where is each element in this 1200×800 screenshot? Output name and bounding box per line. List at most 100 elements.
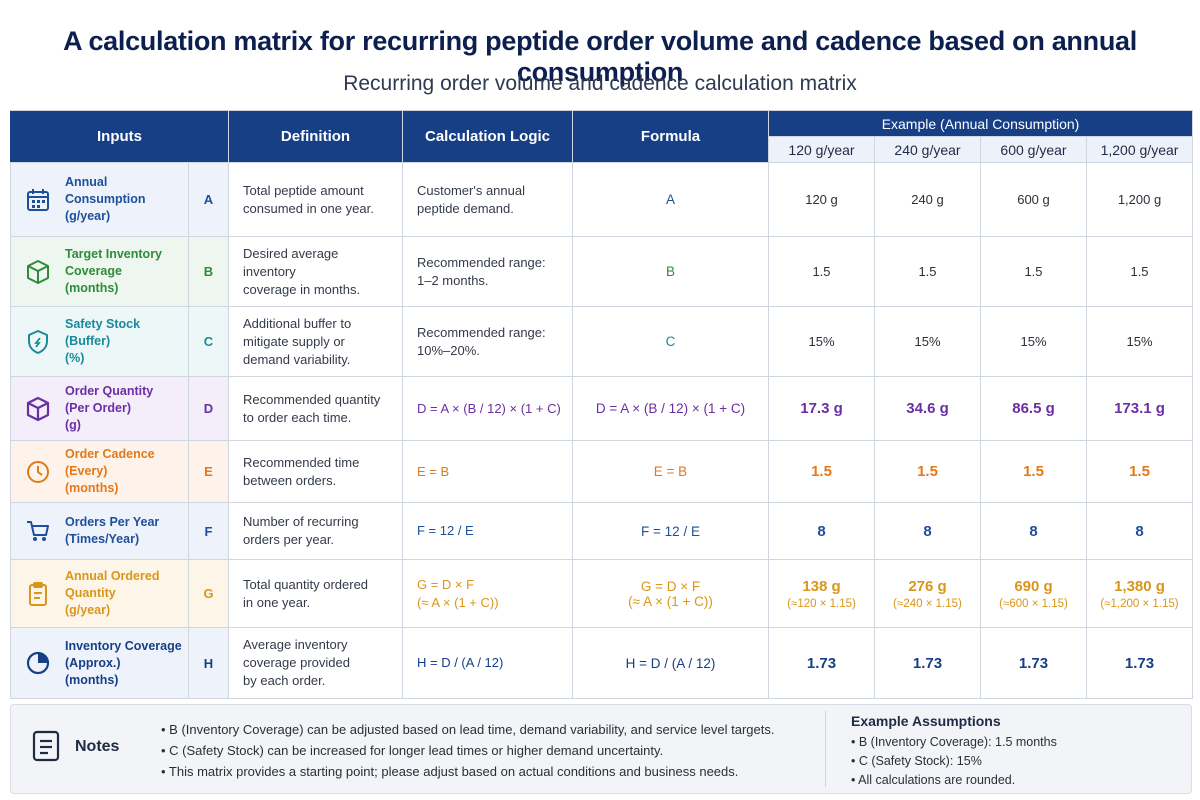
example-value: 8 xyxy=(1029,522,1038,540)
example-value-cell: 1.5 xyxy=(768,440,875,503)
example-value: 1,380 g xyxy=(1114,577,1165,595)
text-line: (≈ A × (1 + C)) xyxy=(628,593,713,609)
text-line: (g/year) xyxy=(65,209,111,223)
example-value-cell: 1.5 xyxy=(980,440,1087,503)
variable-letter: G xyxy=(188,559,229,628)
example-value: 600 g xyxy=(1017,192,1050,207)
matrix-row-f: Orders Per Year (Times/Year) F Number of re… xyxy=(10,502,1194,560)
variable-letter: A xyxy=(188,162,229,237)
example-value-cell: 138 g (≈120 × 1.15) xyxy=(768,559,875,628)
calculation-logic-cell: D = A × (B / 12) × (1 + C) xyxy=(402,376,573,441)
text-line: E = B xyxy=(653,464,688,479)
input-label: Target Inventory Coverage (months) xyxy=(65,246,162,297)
header-formula: Formula xyxy=(572,110,769,163)
input-label: Orders Per Year (Times/Year) xyxy=(65,514,159,548)
definition-cell: Total quantity ordered in one year. xyxy=(228,559,403,628)
variable-letter: H xyxy=(188,627,229,699)
calculation-logic-cell: G = D × F (≈ A × (1 + C)) xyxy=(402,559,573,628)
matrix-row-a: Annual Consumption (g/year) A Total peptide … xyxy=(10,162,1194,237)
notes-panel: Notes • B (Inventory Coverage) can be ad… xyxy=(10,704,1192,794)
example-value: 8 xyxy=(923,522,932,540)
text-line: Desired average inventory xyxy=(243,245,339,279)
text-line: D = A × (B / 12) × (1 + C) xyxy=(595,401,746,416)
example-value: 138 g xyxy=(802,577,841,595)
formula-cell: C xyxy=(572,306,769,377)
text-line: between orders. xyxy=(243,472,337,488)
assumption-item: • C (Safety Stock): 15% xyxy=(851,754,982,768)
definition-cell: Desired average inventory coverage in mon… xyxy=(228,236,403,307)
text-line: Consumption xyxy=(65,192,146,206)
assumption-item: • B (Inventory Coverage): 1.5 months xyxy=(851,735,1057,749)
note-item: • This matrix provides a starting point;… xyxy=(161,764,739,779)
example-value-cell: 15% xyxy=(1085,306,1194,377)
header-year: 120 g/year xyxy=(768,136,875,163)
input-cell: Inventory Coverage (Approx.) (months) xyxy=(10,627,189,699)
text-line: E = B xyxy=(417,463,450,479)
calculation-logic-cell: E = B xyxy=(402,440,573,503)
header-year: 1,200 g/year xyxy=(1085,136,1194,163)
matrix-row-g: Annual Ordered Quantity (g/year) G Total qua… xyxy=(10,559,1194,628)
calculation-matrix-table: Inputs Definition Calculation Logic Form… xyxy=(10,110,1194,699)
text-line: C xyxy=(665,334,676,349)
text-line: H = D / (A / 12) xyxy=(625,655,716,671)
notes-icon xyxy=(31,729,61,768)
text-line: in one year. xyxy=(243,594,311,610)
example-value: 15% xyxy=(1126,334,1153,349)
text-line: coverage provided xyxy=(243,655,350,670)
text-line: (months) xyxy=(65,281,119,295)
shield-icon xyxy=(11,328,65,356)
assumption-item: • All calculations are rounded. xyxy=(851,773,1016,787)
example-value: 1.5 xyxy=(1129,463,1150,480)
text-line: Recommended range: xyxy=(417,324,546,340)
clipboard-icon xyxy=(11,580,65,608)
calculation-logic-cell: Recommended range: 1–2 months. xyxy=(402,236,573,307)
example-value-cell: 1.5 xyxy=(1085,440,1194,503)
matrix-row-d: Order Quantity (Per Order) (g) D Recommended… xyxy=(10,376,1194,441)
calculation-logic-cell: Customer's annual peptide demand. xyxy=(402,162,573,237)
text-line: (%) xyxy=(65,351,85,365)
example-value: 1.73 xyxy=(1124,654,1155,672)
variable-letter: C xyxy=(188,306,229,377)
text-line: Order Cadence xyxy=(65,447,155,461)
header-calculation-logic: Calculation Logic xyxy=(402,110,573,163)
example-value-cell: 240 g xyxy=(874,162,981,237)
matrix-row-c: Safety Stock (Buffer) (%) C Additional buffe… xyxy=(10,306,1194,377)
header-definition: Definition xyxy=(228,110,403,163)
example-value-cell: 1.73 xyxy=(980,627,1087,699)
note-item: • B (Inventory Coverage) can be adjusted… xyxy=(161,722,775,737)
cart-icon xyxy=(11,517,65,545)
text-line: G = D × F xyxy=(417,576,475,592)
text-line: Order Quantity xyxy=(65,384,154,398)
definition-cell: Number of recurring orders per year. xyxy=(228,502,403,560)
text-line: Recommended quantity xyxy=(243,391,381,407)
example-value: 240 g xyxy=(911,192,944,207)
example-value-cell: 17.3 g xyxy=(768,376,875,441)
example-value: 173.1 g xyxy=(1114,400,1165,417)
matrix-row-b: Target Inventory Coverage (months) B Desired… xyxy=(10,236,1194,307)
calculation-logic-cell: Recommended range: 10%–20%. xyxy=(402,306,573,377)
text-line: Number of recurring xyxy=(243,514,359,529)
input-cell: Annual Consumption (g/year) xyxy=(10,162,189,237)
example-value-cell: 1.5 xyxy=(768,236,875,307)
text-line: Annual Ordered xyxy=(65,569,160,583)
example-value: 15% xyxy=(1020,334,1047,349)
note-item: • C (Safety Stock) can be increased for … xyxy=(161,743,664,758)
text-line: A xyxy=(665,192,675,207)
text-line: F = 12 / E xyxy=(641,523,700,539)
example-value-cell: 690 g (≈600 × 1.15) xyxy=(980,559,1087,628)
example-value: 34.6 g xyxy=(906,400,949,417)
text-line: consumed in one year. xyxy=(243,200,374,216)
variable-letter: F xyxy=(188,502,229,560)
example-value: 1.5 xyxy=(1024,264,1043,279)
text-line: Additional buffer to xyxy=(243,315,352,331)
formula-cell: D = A × (B / 12) × (1 + C) xyxy=(572,376,769,441)
text-line: (g) xyxy=(65,418,81,432)
text-line: coverage in months. xyxy=(243,281,361,297)
example-value-cell: 34.6 g xyxy=(874,376,981,441)
example-value: 1.5 xyxy=(1023,463,1044,480)
text-line: demand variability. xyxy=(243,351,351,367)
text-line: D = A × (B / 12) × (1 + C) xyxy=(417,400,561,416)
example-value-cell: 8 xyxy=(874,502,981,560)
text-line: 1–2 months. xyxy=(417,272,489,288)
text-line: 10%–20%. xyxy=(417,342,480,358)
